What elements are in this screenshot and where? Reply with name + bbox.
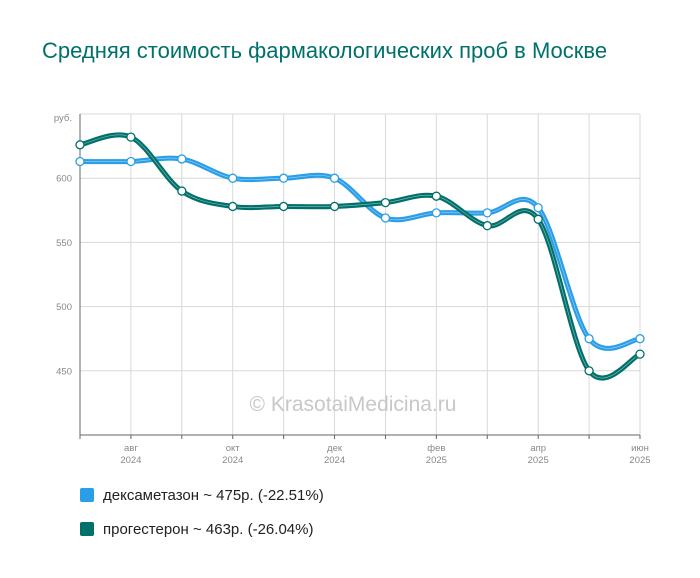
data-point[interactable] — [380, 197, 391, 208]
x-axis-ticks: авг2024окт2024дек2024фев2025апр2025июн20… — [120, 443, 650, 466]
data-point[interactable] — [75, 140, 85, 150]
x-tick-label-year: 2025 — [426, 455, 447, 466]
data-point[interactable] — [635, 334, 645, 344]
series-0 — [75, 154, 645, 351]
data-point[interactable] — [177, 154, 187, 164]
x-tick-label-year: 2024 — [324, 455, 345, 466]
watermark: © KrasotaiMedicina.ru — [250, 393, 457, 416]
legend-item-progesterone[interactable]: прогестерон ~ 463р. (-26.04%) — [80, 518, 324, 540]
y-tick-label: 550 — [56, 238, 72, 249]
data-point[interactable] — [177, 186, 187, 196]
data-point[interactable] — [329, 201, 340, 212]
data-point[interactable] — [533, 214, 543, 224]
y-tick-label: 500 — [56, 302, 72, 313]
x-tick-label-year: 2025 — [528, 455, 549, 466]
y-tick-label: 450 — [56, 366, 72, 377]
x-tick-label-month: июн — [631, 443, 649, 454]
y-axis-ticks: 450 500 550 600 — [56, 174, 72, 378]
data-point[interactable] — [584, 334, 594, 344]
series-1 — [75, 132, 645, 381]
legend-label: дексаметазон ~ 475р. (-22.51%) — [103, 486, 324, 504]
legend-label: прогестерон ~ 463р. (-26.04%) — [103, 520, 314, 538]
x-tick-label-month: апр — [530, 443, 546, 454]
data-point[interactable] — [278, 201, 289, 212]
grid — [79, 113, 641, 439]
data-point[interactable] — [75, 156, 85, 167]
legend-item-dexamethasone[interactable]: дексаметазон ~ 475р. (-22.51%) — [80, 484, 324, 506]
x-tick-label-month: авг — [124, 443, 138, 454]
data-point[interactable] — [431, 208, 442, 218]
legend-swatch — [80, 488, 94, 502]
series-layer — [75, 132, 645, 381]
data-point[interactable] — [533, 203, 543, 213]
legend: дексаметазон ~ 475р. (-22.51%) прогестер… — [80, 484, 324, 552]
data-point[interactable] — [482, 208, 492, 218]
legend-swatch — [80, 522, 94, 536]
x-tick-label-month: дек — [327, 443, 343, 454]
data-point[interactable] — [126, 132, 136, 142]
data-point[interactable] — [228, 173, 238, 183]
data-point[interactable] — [329, 173, 340, 183]
chart-title: Средняя стоимость фармакологических проб… — [42, 38, 608, 63]
x-tick-label-month: окт — [226, 443, 241, 454]
data-point[interactable] — [431, 191, 442, 201]
data-point[interactable] — [380, 213, 391, 223]
series-line — [77, 155, 643, 351]
data-point[interactable] — [126, 156, 136, 167]
data-point[interactable] — [482, 221, 492, 231]
x-tick-label-year: 2024 — [120, 455, 141, 466]
data-point[interactable] — [584, 366, 594, 376]
y-tick-label: 600 — [56, 174, 72, 185]
data-point[interactable] — [278, 173, 289, 183]
data-point[interactable] — [635, 349, 645, 359]
data-point[interactable] — [228, 201, 238, 212]
x-tick-label-month: фев — [427, 443, 445, 454]
x-tick-label-year: 2024 — [222, 455, 243, 466]
x-tick-label-year: 2025 — [629, 455, 650, 466]
y-axis-label: руб. — [54, 113, 72, 124]
